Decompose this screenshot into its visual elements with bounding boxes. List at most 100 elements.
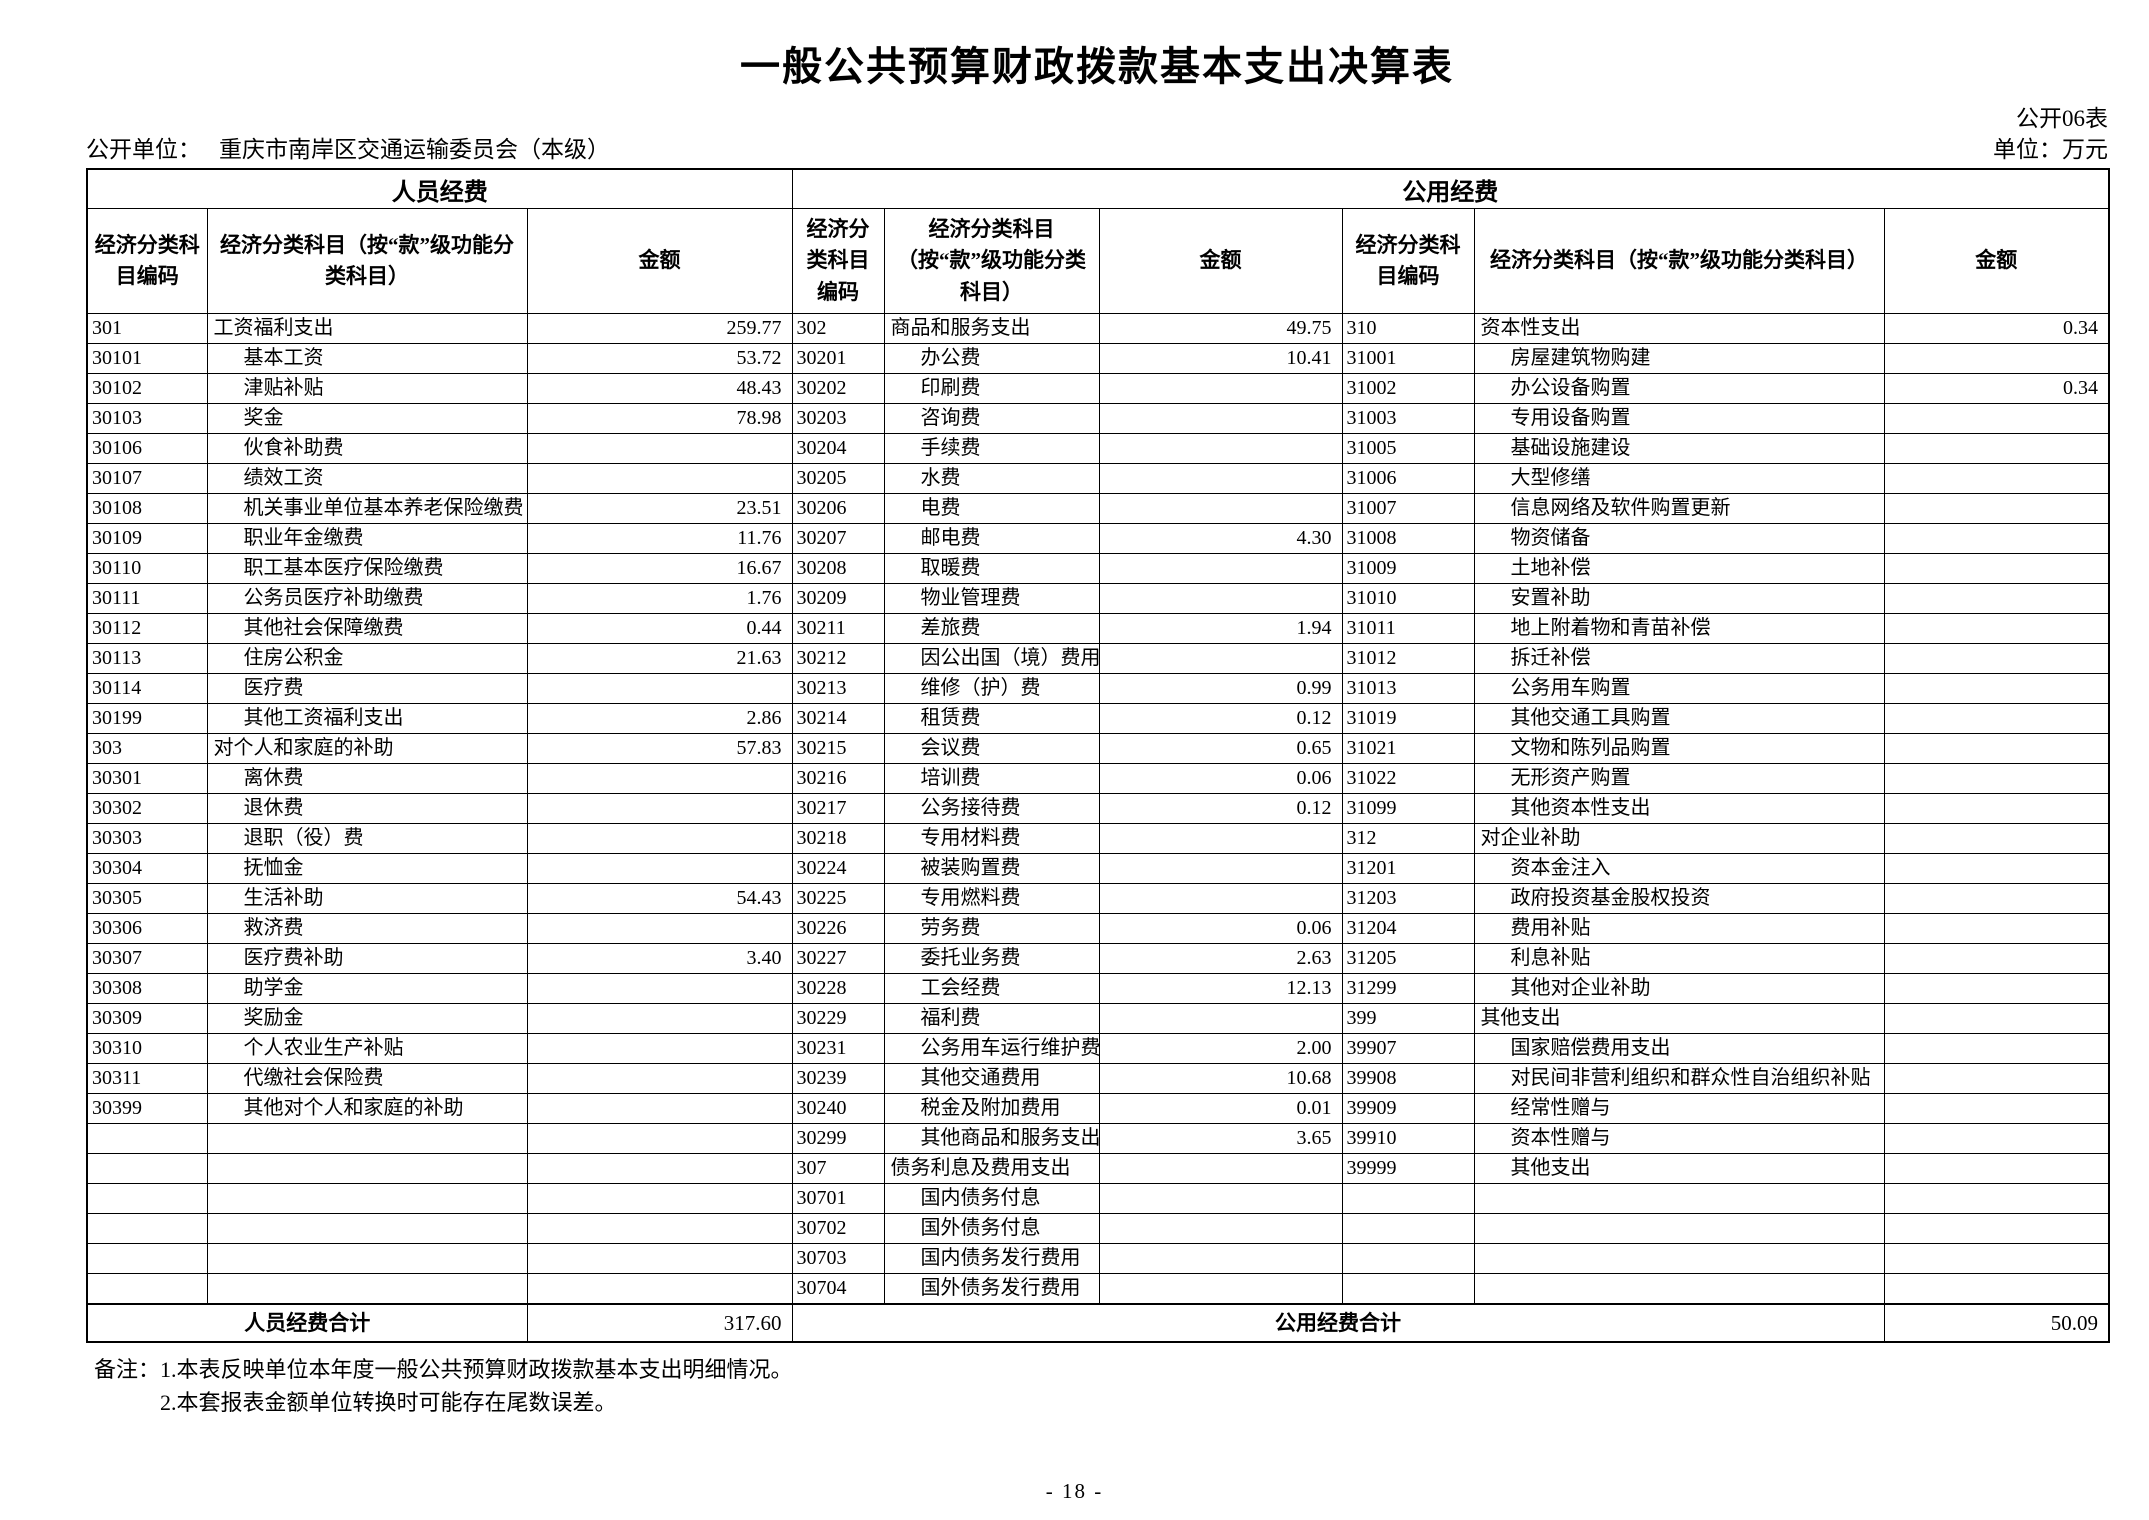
code-cell: 30114: [86, 673, 208, 704]
subject-cell: 国外债务付息: [883, 1213, 1100, 1244]
subject-cell: [206, 1183, 528, 1214]
subject-cell: 被装购置费: [883, 853, 1100, 884]
note-line: 备注：1.本表反映单位本年度一般公共预算财政拨款基本支出明细情况。: [94, 1353, 2108, 1386]
amount-cell: [1883, 673, 2110, 704]
amount-cell: 48.43: [526, 373, 793, 404]
table-row: 30704 国外债务发行费用: [86, 1273, 2110, 1305]
subject-cell: 资本金注入: [1473, 853, 1885, 884]
amount-cell: [1098, 583, 1343, 614]
column-header-row: 经济分类科目编码 经济分类科目（按“款”级功能分类科目） 金额 经济分类科目编码…: [86, 208, 2110, 314]
amount-cell: [1883, 433, 2110, 464]
subject-cell: 其他交通工具购置: [1473, 703, 1885, 734]
notes-label: 备注：: [94, 1357, 161, 1382]
code-cell: 30201: [791, 343, 885, 374]
subject-cell: 福利费: [883, 1003, 1100, 1034]
amount-cell: [1883, 1243, 2110, 1274]
code-cell: [86, 1243, 208, 1274]
amount-cell: [1883, 1273, 2110, 1305]
amount-cell: [1883, 763, 2110, 794]
amount-cell: [1883, 973, 2110, 1004]
personnel-total-amount: 317.60: [526, 1303, 793, 1343]
code-cell: 31203: [1341, 883, 1475, 914]
code-cell: 39999: [1341, 1153, 1475, 1184]
amount-cell: [1883, 493, 2110, 524]
amount-cell: 1.76: [526, 583, 793, 614]
amount-cell: [1883, 883, 2110, 914]
code-cell: 30202: [791, 373, 885, 404]
subject-cell: 电费: [883, 493, 1100, 524]
disclosing-unit-line: 公开单位： 重庆市南岸区交通运输委员会（本级）: [86, 134, 610, 166]
code-cell: 30214: [791, 703, 885, 734]
table-row: 30107 绩效工资 30205 水费 31006 大型修缮: [86, 463, 2110, 494]
amount-cell: [526, 1003, 793, 1034]
code-cell: 30101: [86, 343, 208, 374]
subject-cell: 文物和陈列品购置: [1473, 733, 1885, 764]
code-cell: 31299: [1341, 973, 1475, 1004]
subject-cell: [206, 1273, 528, 1305]
subject-cell: 其他对个人和家庭的补助: [206, 1093, 528, 1124]
page-number: - 18 -: [1045, 1479, 1104, 1503]
code-cell: 31099: [1341, 793, 1475, 824]
totals-row: 人员经费合计 317.60 公用经费合计 50.09: [86, 1303, 2110, 1343]
code-cell: 30304: [86, 853, 208, 884]
code-cell: 30208: [791, 553, 885, 584]
code-cell: [86, 1213, 208, 1244]
subject-cell: [206, 1153, 528, 1184]
code-cell: 30216: [791, 763, 885, 794]
code-cell: 31204: [1341, 913, 1475, 944]
amount-cell: [1883, 913, 2110, 944]
public-total-amount: 50.09: [1883, 1303, 2110, 1343]
subject-cell: 基础设施建设: [1473, 433, 1885, 464]
subject-cell: 对个人和家庭的补助: [206, 733, 528, 764]
table-row: 30102 津贴补贴 48.43 30202 印刷费 31002 办公设备购置 0.34: [86, 373, 2110, 404]
subject-cell: 退休费: [206, 793, 528, 824]
code-cell: 30213: [791, 673, 885, 704]
code-cell: 31001: [1341, 343, 1475, 374]
subject-cell: 维修（护）费: [883, 673, 1100, 704]
code-cell: [1341, 1183, 1475, 1214]
table-row: 307 债务利息及费用支出 39999 其他支出: [86, 1153, 2110, 1184]
personnel-total-label: 人员经费合计: [86, 1303, 528, 1343]
table-row: 30309 奖励金 30229 福利费 399 其他支出: [86, 1003, 2110, 1034]
table-row: 30299 其他商品和服务支出 3.65 39910 资本性赠与: [86, 1123, 2110, 1154]
amount-cell: [526, 793, 793, 824]
code-cell: [86, 1123, 208, 1154]
subject-cell: 公务接待费: [883, 793, 1100, 824]
code-cell: 30209: [791, 583, 885, 614]
code-cell: 302: [791, 313, 885, 344]
table-row: 30302 退休费 30217 公务接待费 0.12 31099 其他资本性支出: [86, 793, 2110, 824]
amount-cell: 16.67: [526, 553, 793, 584]
amount-cell: [1098, 883, 1343, 914]
subject-cell: 伙食补助费: [206, 433, 528, 464]
currency-unit: 单位：万元: [1993, 137, 2108, 162]
table-row: 30199 其他工资福利支出 2.86 30214 租赁费 0.12 31019 其他交通工具…: [86, 703, 2110, 734]
subject-cell: 债务利息及费用支出: [883, 1153, 1100, 1184]
amount-cell: [526, 673, 793, 704]
table-row: 30310 个人农业生产补贴 30231 公务用车运行维护费 2.00 39907 国家赔偿…: [86, 1033, 2110, 1064]
amount-cell: [1098, 463, 1343, 494]
code-cell: 39908: [1341, 1063, 1475, 1094]
code-cell: 303: [86, 733, 208, 764]
code-cell: 30310: [86, 1033, 208, 1064]
subject-cell: 其他工资福利支出: [206, 703, 528, 734]
amount-cell: [526, 1063, 793, 1094]
table-row: 30101 基本工资 53.72 30201 办公费 10.41 31001 房屋建筑物购建: [86, 343, 2110, 374]
table-row: 30103 奖金 78.98 30203 咨询费 31003 专用设备购置: [86, 403, 2110, 434]
subject-cell: 专用材料费: [883, 823, 1100, 854]
amount-cell: [1883, 343, 2110, 374]
amount-cell: [1883, 733, 2110, 764]
amount-cell: [1883, 523, 2110, 554]
amount-cell: [1098, 493, 1343, 524]
code-cell: 31019: [1341, 703, 1475, 734]
subject-cell: 差旅费: [883, 613, 1100, 644]
subject-cell: 安置补助: [1473, 583, 1885, 614]
amount-cell: [526, 1093, 793, 1124]
amount-cell: 0.34: [1883, 373, 2110, 404]
section-header-row: 人员经费 公用经费: [86, 168, 2110, 209]
amount-cell: 3.65: [1098, 1123, 1343, 1154]
amount-cell: [1098, 1153, 1343, 1184]
amount-cell: 54.43: [526, 883, 793, 914]
subject-cell: 奖励金: [206, 1003, 528, 1034]
subject-cell: 印刷费: [883, 373, 1100, 404]
subject-cell: 因公出国（境）费用: [883, 643, 1100, 674]
